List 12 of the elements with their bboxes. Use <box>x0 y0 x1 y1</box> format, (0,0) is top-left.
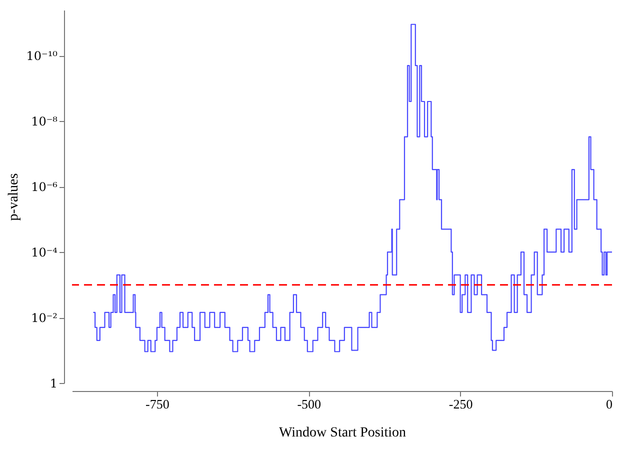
y-tick-label: 10⁻⁸ <box>31 114 58 129</box>
x-tick-label: -500 <box>297 396 322 412</box>
x-tick-label: -750 <box>146 396 170 412</box>
y-axis-title: p-values <box>6 173 22 221</box>
y-tick-label: 10⁻⁴ <box>31 246 58 260</box>
y-tick-label: 1 <box>50 376 58 390</box>
x-tick-label: 0 <box>606 396 612 412</box>
x-axis-title: Window Start Position <box>279 426 406 440</box>
y-tick-label: 10⁻⁶ <box>31 180 58 194</box>
y-tick-label: 10⁻² <box>31 311 58 326</box>
y-tick-label: 10⁻¹⁰ <box>26 49 58 64</box>
x-tick-label: -250 <box>448 396 473 412</box>
